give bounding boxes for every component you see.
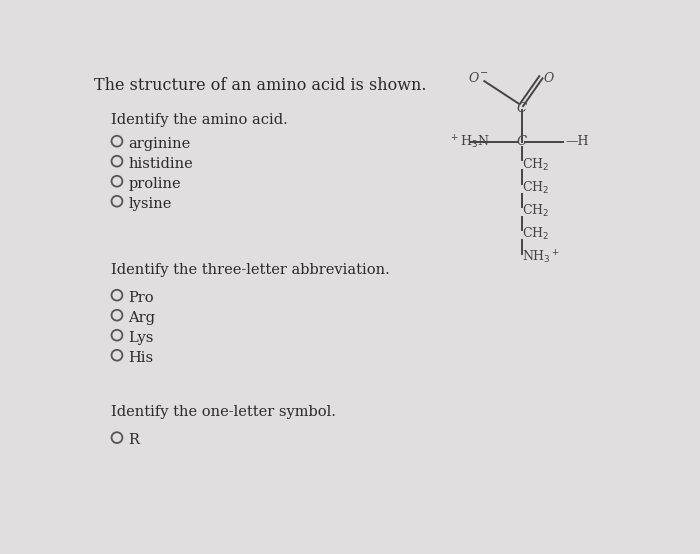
Text: O: O — [543, 71, 554, 85]
Text: O: O — [468, 71, 479, 85]
Text: Lys: Lys — [129, 331, 154, 345]
Text: $^+$H$_3$N: $^+$H$_3$N — [449, 134, 489, 151]
Text: CH$_2$: CH$_2$ — [522, 180, 549, 196]
Text: —H: —H — [566, 135, 589, 148]
Text: Arg: Arg — [129, 311, 155, 325]
Text: Identify the amino acid.: Identify the amino acid. — [111, 112, 288, 127]
Text: Identify the three-letter abbreviation.: Identify the three-letter abbreviation. — [111, 263, 389, 277]
Text: Identify the one-letter symbol.: Identify the one-letter symbol. — [111, 406, 335, 419]
Text: histidine: histidine — [129, 157, 193, 171]
Text: arginine: arginine — [129, 136, 191, 151]
Text: NH$_3$$^+$: NH$_3$$^+$ — [522, 249, 559, 266]
Text: CH$_2$: CH$_2$ — [522, 203, 549, 219]
Text: C: C — [517, 135, 526, 148]
Text: −: − — [480, 68, 489, 79]
Text: R: R — [129, 433, 139, 447]
Text: His: His — [129, 351, 154, 365]
Text: lysine: lysine — [129, 197, 172, 211]
Text: CH$_2$: CH$_2$ — [522, 226, 549, 243]
Text: CH$_2$: CH$_2$ — [522, 157, 549, 173]
Text: proline: proline — [129, 177, 181, 191]
Text: C: C — [517, 102, 526, 115]
Text: —: — — [470, 135, 483, 148]
Text: The structure of an amino acid is shown.: The structure of an amino acid is shown. — [94, 77, 426, 94]
Text: Pro: Pro — [129, 290, 154, 305]
